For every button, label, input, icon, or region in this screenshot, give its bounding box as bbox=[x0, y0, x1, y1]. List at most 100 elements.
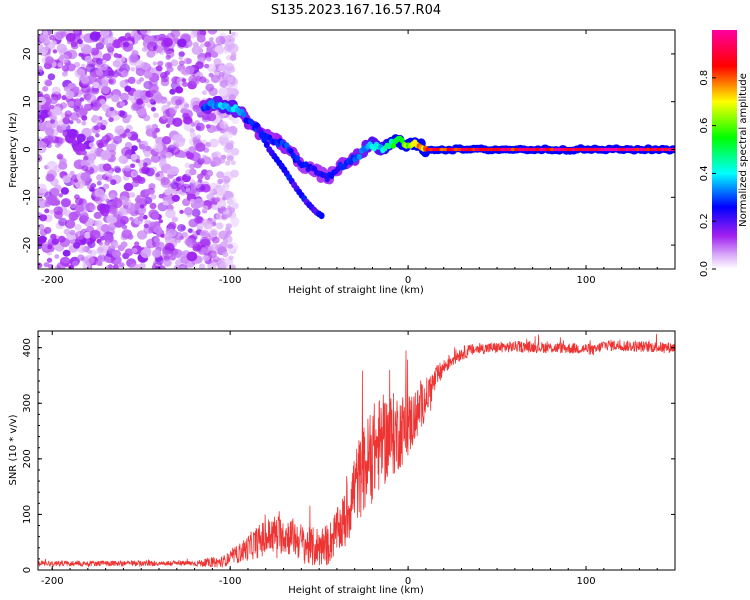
noise-blob bbox=[39, 214, 48, 222]
colorbar-gradient bbox=[712, 30, 737, 269]
noise-blob bbox=[69, 229, 76, 236]
noise-blob bbox=[63, 228, 71, 235]
noise-blob bbox=[81, 84, 91, 93]
noise-blob bbox=[130, 170, 139, 178]
noise-blob bbox=[155, 241, 165, 251]
ridge-core bbox=[535, 147, 541, 152]
noise-blob bbox=[216, 187, 226, 196]
noise-blob bbox=[171, 194, 180, 202]
noise-blob bbox=[138, 109, 147, 118]
noise-blob bbox=[73, 30, 80, 34]
noise-blob bbox=[207, 170, 213, 176]
noise-blob bbox=[153, 225, 162, 234]
noise-blob bbox=[99, 98, 106, 105]
noise-blob bbox=[213, 58, 222, 66]
noise-blob bbox=[70, 139, 77, 144]
noise-blob bbox=[227, 197, 237, 206]
noise-blob bbox=[143, 70, 153, 79]
noise-blob bbox=[38, 154, 42, 160]
noise-blob bbox=[165, 169, 172, 175]
noise-blob bbox=[55, 109, 63, 116]
noise-blob bbox=[130, 163, 136, 169]
noise-blob bbox=[218, 71, 225, 78]
noise-blob bbox=[119, 215, 129, 225]
noise-blob bbox=[143, 162, 148, 167]
ridge-core bbox=[556, 147, 562, 152]
y-tick-label: -10 bbox=[22, 189, 33, 205]
ridge-core bbox=[324, 176, 330, 183]
noise-blob bbox=[183, 122, 194, 132]
noise-blob bbox=[163, 259, 172, 267]
noise-blob bbox=[186, 152, 195, 160]
y-tick-label: 0 bbox=[22, 146, 33, 152]
y-tick-label: -20 bbox=[22, 237, 33, 253]
noise-blob bbox=[193, 198, 205, 208]
noise-blob bbox=[155, 265, 161, 269]
noise-blob bbox=[155, 65, 163, 72]
noise-blob bbox=[53, 206, 63, 215]
noise-blob bbox=[121, 229, 133, 239]
noise-blob bbox=[87, 240, 96, 249]
noise-blob bbox=[107, 70, 115, 77]
noise-blob bbox=[206, 56, 212, 62]
noise-blob bbox=[151, 212, 160, 220]
noise-blob bbox=[204, 41, 211, 48]
noise-blob bbox=[209, 138, 219, 148]
noise-blob bbox=[196, 134, 202, 139]
noise-blob bbox=[86, 94, 97, 104]
noise-blob bbox=[229, 55, 237, 61]
noise-blob bbox=[65, 32, 76, 42]
noise-blob bbox=[75, 230, 85, 240]
noise-blob bbox=[219, 120, 229, 129]
noise-blob bbox=[231, 116, 240, 125]
noise-blob bbox=[162, 200, 168, 206]
x-tick-label: 100 bbox=[576, 576, 595, 587]
noise-blob bbox=[108, 117, 114, 123]
noise-blob bbox=[205, 83, 215, 92]
noise-blob bbox=[183, 207, 193, 216]
ridge-core bbox=[453, 147, 459, 152]
noise-blob bbox=[162, 249, 173, 259]
noise-blob bbox=[80, 159, 87, 166]
noise-blob bbox=[38, 235, 47, 244]
ridge-core bbox=[482, 147, 488, 152]
noise-blob bbox=[139, 77, 145, 82]
noise-blob bbox=[92, 81, 100, 89]
colorbar-tick-label: 0.4 bbox=[699, 165, 710, 181]
ridge-core bbox=[645, 147, 651, 152]
noise-blob bbox=[121, 146, 132, 157]
noise-blob bbox=[220, 206, 227, 212]
noise-blob bbox=[228, 255, 234, 261]
noise-blob bbox=[145, 167, 155, 177]
noise-blob bbox=[141, 47, 148, 52]
noise-blob bbox=[126, 132, 132, 138]
ridge-core bbox=[603, 147, 609, 152]
y-tick-label: 10 bbox=[22, 95, 33, 108]
noise-blob bbox=[96, 245, 107, 256]
ridge-core bbox=[499, 147, 505, 152]
noise-blob bbox=[127, 95, 134, 101]
ridge-core bbox=[592, 147, 598, 152]
noise-blob bbox=[129, 263, 140, 269]
noise-blob bbox=[189, 168, 197, 176]
noise-blob bbox=[111, 94, 120, 103]
noise-blob bbox=[56, 262, 66, 269]
noise-blob bbox=[226, 155, 234, 162]
noise-blob bbox=[67, 82, 75, 90]
noise-blob bbox=[100, 154, 107, 161]
noise-blob bbox=[105, 198, 111, 204]
ridge-core bbox=[599, 147, 605, 152]
noise-blob bbox=[140, 95, 147, 101]
ridge-core bbox=[638, 147, 644, 152]
noise-blob bbox=[104, 240, 111, 246]
noise-blob bbox=[58, 193, 63, 198]
noise-blob bbox=[102, 163, 112, 172]
noise-blob bbox=[112, 60, 121, 68]
noise-blob bbox=[138, 209, 144, 214]
noise-blob bbox=[165, 123, 171, 128]
ridge-core bbox=[471, 147, 477, 152]
noise-blob bbox=[106, 43, 114, 50]
noise-blob bbox=[45, 56, 54, 65]
ridge-core bbox=[663, 147, 669, 152]
